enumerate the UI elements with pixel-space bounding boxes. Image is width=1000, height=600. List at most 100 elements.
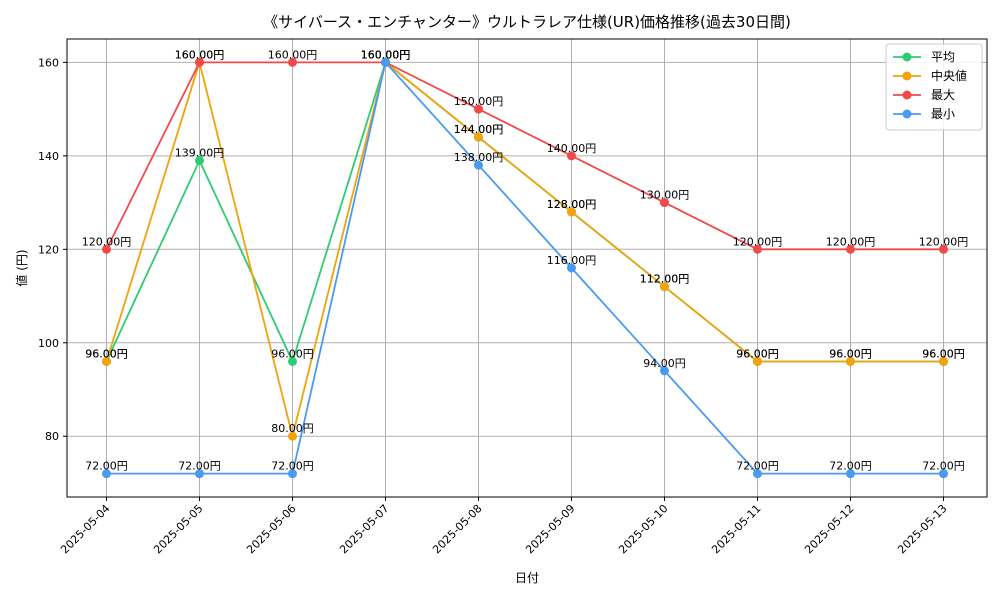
series-line: [106, 60, 944, 475]
data-label: 72.00円: [85, 460, 128, 473]
data-label: 160.00円: [361, 48, 411, 61]
data-point: [474, 160, 483, 170]
x-tick-label: 2025-05-11: [709, 502, 763, 556]
data-label: 160.00円: [175, 48, 225, 61]
x-tick-label: 2025-05-06: [244, 502, 298, 556]
data-point: [195, 156, 204, 166]
data-label: 96.00円: [829, 347, 872, 360]
data-label: 80.00円: [271, 422, 314, 435]
series-line: [105, 61, 944, 251]
data-labels: 96.00円 139.00円 96.00円 160.00円 144.00円 128.00円…: [82, 48, 969, 472]
data-point: [288, 469, 297, 479]
x-tick-label: 2025-05-07: [337, 502, 391, 556]
legend-label: 平均: [931, 50, 955, 64]
data-point: [288, 356, 297, 366]
x-tick-label: 2025-05-04: [58, 502, 112, 556]
x-tick-label: 2025-05-13: [895, 502, 949, 556]
data-point: [474, 132, 483, 142]
x-axis-label: 日付: [515, 571, 539, 585]
data-label: 140.00円: [547, 142, 597, 155]
data-label: 72.00円: [178, 460, 221, 473]
data-point: [846, 469, 855, 479]
data-label: 96.00円: [271, 347, 314, 360]
data-point: [381, 57, 390, 67]
data-label: 139.00円: [175, 147, 225, 160]
data-label: 96.00円: [922, 347, 965, 360]
data-label: 120.00円: [82, 235, 132, 248]
data-label: 120.00円: [733, 235, 783, 248]
x-tick-label: 2025-05-10: [616, 502, 670, 556]
data-label: 120.00円: [826, 235, 876, 248]
y-tick-labels: 80 100 120 140 160: [38, 56, 67, 443]
data-label: 96.00円: [736, 347, 779, 360]
data-label: 96.00円: [85, 347, 128, 360]
data-point: [567, 207, 576, 217]
data-label: 72.00円: [829, 460, 872, 473]
data-label: 128.00円: [547, 198, 597, 211]
data-point: [567, 263, 576, 273]
legend-marker: [902, 109, 912, 119]
data-point: [753, 244, 762, 254]
data-point: [567, 151, 576, 161]
data-label: 112.00円: [640, 273, 690, 286]
data-point: [846, 244, 855, 254]
data-label: 150.00円: [454, 95, 504, 108]
data-label: 72.00円: [922, 460, 965, 473]
series-line: [105, 59, 944, 437]
data-point: [753, 469, 762, 479]
data-label: 72.00円: [736, 460, 779, 473]
data-label: 138.00円: [454, 151, 504, 164]
x-tick-label: 2025-05-08: [430, 502, 484, 556]
data-label: 160.00円: [361, 48, 411, 61]
y-axis-label: 値 (円): [14, 249, 29, 286]
data-label: 72.00円: [271, 460, 314, 473]
y-tick-label: 120: [38, 243, 59, 256]
legend-box: [885, 43, 983, 131]
series-layer: [102, 57, 948, 479]
data-point: [660, 366, 669, 376]
grid: [67, 39, 987, 497]
legend-marker: [902, 71, 912, 81]
data-label: 160.00円: [361, 48, 411, 61]
data-label: 130.00円: [640, 189, 690, 202]
data-label: 96.00円: [922, 347, 965, 360]
x-tick-label: 2025-05-12: [802, 502, 856, 556]
data-point: [102, 356, 111, 366]
data-label: 144.00円: [454, 123, 504, 136]
chart-title: 《サイバース・エンチャンター》ウルトラレア仕様(UR)価格推移(過去30日間): [263, 13, 791, 31]
data-point: [939, 244, 948, 254]
data-label: 160.00円: [268, 48, 318, 61]
data-label: 112.00円: [640, 273, 690, 286]
data-point: [660, 198, 669, 208]
data-point: [102, 244, 111, 254]
data-label: 120.00円: [919, 235, 969, 248]
data-label: 144.00円: [454, 123, 504, 136]
data-point: [288, 431, 297, 441]
series-line: [105, 60, 944, 364]
data-point: [753, 356, 762, 366]
legend-marker: [902, 90, 912, 100]
data-label: 160.00円: [361, 48, 411, 61]
data-point: [846, 356, 855, 366]
legend-label: 中央値: [931, 68, 967, 83]
data-point: [660, 282, 669, 292]
data-point: [102, 469, 111, 479]
data-point: [474, 104, 483, 114]
data-point: [939, 469, 948, 479]
y-tick-label: 140: [38, 150, 59, 163]
y-tick-label: 100: [38, 337, 59, 350]
data-point: [288, 57, 297, 67]
y-tick-label: 160: [38, 56, 59, 69]
data-label: 96.00円: [829, 347, 872, 360]
x-tick-label: 2025-05-09: [523, 502, 577, 556]
legend-label: 最大: [931, 88, 955, 102]
plot-frame: [66, 38, 988, 498]
data-label: 160.00円: [175, 48, 225, 61]
data-label: 96.00円: [85, 347, 128, 360]
y-tick-label: 80: [45, 430, 59, 443]
data-point: [195, 469, 204, 479]
x-tick-label: 2025-05-05: [151, 502, 205, 556]
data-point: [195, 57, 204, 67]
